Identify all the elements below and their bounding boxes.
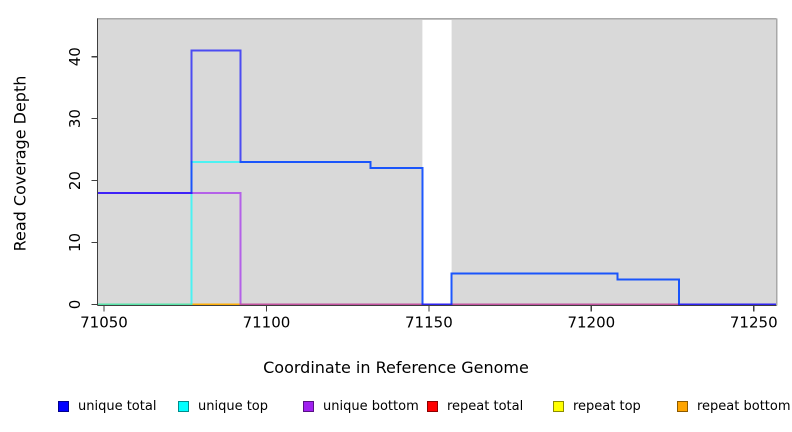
legend-item-unique-bottom: unique bottom xyxy=(303,398,419,414)
x-tick-label: 71150 xyxy=(405,314,453,332)
y-tick-label: 0 xyxy=(66,300,84,310)
legend: unique total unique top unique bottom repea… xyxy=(0,398,792,418)
legend-swatch-icon xyxy=(427,400,438,412)
legend-swatch-icon xyxy=(553,400,564,412)
legend-item-repeat-bottom: repeat bottom xyxy=(677,398,791,414)
x-tick-label: 71050 xyxy=(80,314,128,332)
legend-swatch-icon xyxy=(677,400,688,412)
x-axis-title: Coordinate in Reference Genome xyxy=(263,358,529,377)
legend-item-unique-top: unique top xyxy=(178,398,268,414)
y-axis-title: Read Coverage Depth xyxy=(10,75,30,252)
legend-label: repeat top xyxy=(573,398,641,414)
y-tick-label: 30 xyxy=(66,109,84,128)
legend-swatch-icon xyxy=(178,400,189,412)
y-tick-label: 10 xyxy=(66,233,84,252)
series-line-unique-total xyxy=(97,49,777,306)
masked-gap-region xyxy=(422,20,452,304)
legend-label: unique bottom xyxy=(323,398,419,414)
legend-item-unique-total: unique total xyxy=(58,398,156,414)
y-tick-label: 20 xyxy=(66,171,84,190)
x-tick-label: 71100 xyxy=(243,314,291,332)
legend-label: unique top xyxy=(198,398,269,414)
legend-item-repeat-top: repeat top xyxy=(553,398,641,414)
y-tick-label: 40 xyxy=(66,47,84,66)
x-tick-label: 71200 xyxy=(567,314,615,332)
legend-swatch-icon xyxy=(303,400,314,412)
legend-label: repeat bottom xyxy=(697,398,791,414)
legend-label: repeat total xyxy=(447,398,524,414)
legend-label: unique total xyxy=(78,398,157,414)
legend-swatch-icon xyxy=(58,400,69,412)
legend-item-repeat-total: repeat total xyxy=(427,398,523,414)
x-tick-label: 71250 xyxy=(730,314,778,332)
